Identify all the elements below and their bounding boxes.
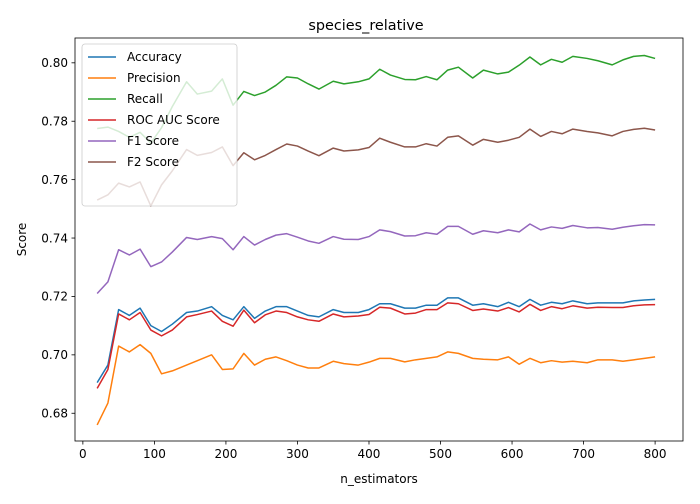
x-tick-label: 0	[79, 447, 87, 461]
chart-title: species_relative	[308, 18, 423, 34]
series-line-accuracy	[96, 297, 656, 383]
x-tick-label: 700	[572, 447, 595, 461]
y-axis: 0.68 0.70 0.72 0.74 0.76 0.78 0.80	[41, 56, 75, 421]
legend-label: F2 Score	[127, 155, 179, 169]
y-tick-label: 0.68	[41, 407, 68, 421]
y-tick-label: 0.78	[41, 115, 68, 129]
series-line-roc-auc-score	[96, 302, 656, 389]
legend-label: Recall	[127, 92, 163, 106]
x-tick-label: 200	[214, 447, 237, 461]
legend-label: Accuracy	[127, 50, 182, 64]
y-tick-label: 0.74	[41, 231, 68, 245]
x-axis: 0 100 200 300 400 500 600 700 800	[79, 441, 667, 461]
x-tick-label: 100	[143, 447, 166, 461]
y-tick-label: 0.70	[41, 348, 68, 362]
legend-label: ROC AUC Score	[127, 113, 220, 127]
x-tick-label: 800	[644, 447, 667, 461]
y-axis-label: Score	[15, 223, 29, 257]
series-line-precision	[96, 343, 656, 426]
x-tick-label: 500	[429, 447, 452, 461]
y-tick-label: 0.80	[41, 56, 68, 70]
legend-label: F1 Score	[127, 134, 179, 148]
series-line-f1-score	[96, 223, 656, 295]
plot-frame	[74, 37, 684, 442]
x-tick-label: 600	[501, 447, 524, 461]
x-tick-label: 400	[358, 447, 381, 461]
x-tick-label: 300	[286, 447, 309, 461]
chart-legend: Accuracy Precision Recall ROC AUC Score F1 S…	[81, 43, 238, 207]
legend-label: Precision	[127, 71, 181, 85]
legend-box	[81, 43, 238, 207]
y-tick-label: 0.72	[41, 290, 68, 304]
y-tick-label: 0.76	[41, 173, 68, 187]
x-axis-label: n_estimators	[340, 472, 418, 486]
